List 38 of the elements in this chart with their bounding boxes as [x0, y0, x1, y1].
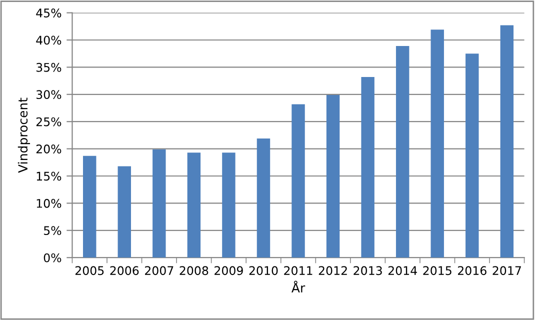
x-tick-label: 2014	[388, 266, 417, 276]
bar	[256, 138, 270, 258]
y-tick-label: 25%	[36, 117, 62, 126]
y-axis-title: Vindprocent	[18, 98, 30, 173]
y-tick-label: 35%	[36, 62, 62, 72]
x-axis-title: År	[292, 280, 306, 292]
x-tick-label: 2010	[249, 266, 278, 276]
bar	[292, 104, 305, 258]
bar	[500, 25, 514, 258]
bar	[430, 30, 444, 258]
bar	[152, 149, 166, 258]
y-tick-label: 10%	[36, 198, 62, 208]
bar	[187, 152, 201, 258]
x-tick-label: 2006	[110, 266, 139, 276]
x-tick-label: 2009	[214, 266, 243, 276]
y-tick-label: 0%	[44, 253, 62, 262]
x-tick-label: 2008	[180, 266, 208, 276]
y-tick-label: 30%	[36, 90, 62, 100]
x-tick-label: 2011	[284, 266, 312, 276]
bar	[222, 152, 236, 258]
bar	[361, 76, 374, 258]
bar	[118, 166, 131, 258]
y-tick-label: 45%	[36, 8, 62, 18]
x-tick-label: 2012	[318, 266, 347, 276]
y-tick-label: 5%	[44, 226, 62, 236]
x-tick-label: 2015	[423, 266, 452, 276]
bar	[326, 94, 340, 258]
y-tick-label: 20%	[36, 144, 62, 154]
x-tick-label: 2007	[145, 266, 174, 276]
x-tick-label: 2013	[354, 266, 382, 276]
y-tick-label: 40%	[36, 36, 62, 45]
bar	[396, 46, 410, 258]
x-tick-label: 2016	[458, 266, 486, 276]
bar	[83, 156, 96, 258]
y-tick-label: 15%	[36, 172, 62, 181]
x-tick-label: 2017	[492, 266, 521, 276]
bar	[466, 54, 479, 258]
x-tick-label: 2005	[75, 266, 104, 276]
